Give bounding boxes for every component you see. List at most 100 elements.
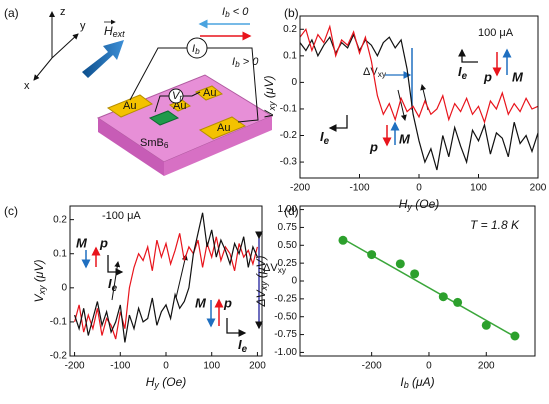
axis-label: x [24,80,30,92]
plot-frame [299,205,536,357]
text-part: xy [378,70,387,79]
annotation: p [99,235,108,250]
y-tick-label: -0.3 [280,157,298,168]
y-tick-label: 0 [291,276,297,287]
x-axis-label: Ib (μA) [400,375,434,390]
diagram: (a) z y x Hext Au Au Au Au SmB6 Ib Vt [4,6,274,176]
sample-side [164,116,272,176]
point [510,331,520,341]
x-tick-label: 0 [163,361,169,372]
text-part: I [400,375,404,389]
y-tick-label: 0.25 [278,258,298,269]
y-tick-label: 0.75 [278,222,298,233]
text-part: xy [267,101,277,112]
text-part: xy [278,266,287,275]
electrode-label: Au [123,100,136,112]
annotation: ΔVxy [263,262,287,275]
text-part: xy [37,285,47,296]
y-tick-label: 0.1 [283,50,297,61]
electrode [195,85,223,101]
text-part: I [108,276,112,291]
arrow [328,115,348,132]
annotation: Ie [238,337,248,354]
electrode-label: Au [217,122,230,134]
point [395,259,405,269]
y-tick-label: -1.00 [274,347,297,358]
x-tick-label: 0 [426,361,432,372]
field-arrow [82,40,124,78]
x-tick-label: 100 [470,183,487,194]
annotation: T = 1.8 K [470,218,520,232]
arrow [111,261,121,301]
text-part: y [406,202,412,212]
text-part: (μV) [32,260,46,286]
text-part: (μA) [409,375,435,389]
electrode [106,94,153,118]
point [367,250,377,260]
annotation: M [399,131,411,146]
data-line [299,24,539,125]
x-axis-label: Hy (Oe) [146,375,187,390]
text-part: b [225,10,230,19]
plot-frame [299,15,539,179]
annotation: Ie [320,129,330,146]
plot-frame [69,205,263,357]
current-label: Ib > 0 [232,56,259,69]
y-tick-label: -0.1 [50,317,68,328]
annotation: p [483,69,492,84]
text-part: I [232,56,235,68]
text-part: b [195,47,200,56]
y-tick-label: 0.2 [283,24,297,35]
wire [206,47,259,123]
data-line [74,233,258,340]
y-axis-label: ΔVxy (μV) [254,256,269,308]
text-part: I [192,43,195,55]
panel-label: (b) [284,6,299,20]
wire [182,91,201,97]
voltmeter-label: Vt [172,90,182,103]
x-tick-label: -100 [349,183,369,194]
text-part: e [324,136,330,147]
text-part: e [462,71,468,82]
y-tick-label: 0 [61,282,67,293]
text-part: 6 [164,141,169,150]
text-part: ΔV [363,66,378,78]
text-part: (μV) [254,256,268,282]
annotation: 100 μA [478,27,514,39]
chart: (b) -200 -100 0 100 200 -0.3 -0.2 -0.1 0 0.1 0.2 Hy … [262,6,547,212]
annotations-c: -100 μA M p Ie M p Ie ΔVxy [76,210,287,355]
x-tick-label: 200 [530,183,547,194]
source-label: Ib [192,43,200,56]
text-part: ΔV [254,289,268,307]
text-part: > 0 [240,56,260,68]
y-tick-label: 0.50 [278,240,298,251]
x-tick-label: 200 [478,361,495,372]
text-part: H [104,24,113,38]
y-tick-label: -0.50 [274,311,297,322]
axis-arrow [51,33,79,59]
x-axis-label: Hy (Oe) [399,197,440,212]
annotation: M [76,235,88,250]
x-tick-label: -200 [65,361,85,372]
chart: (d) -200 0 200 1.00 0.75 0.50 0.25 0 -0.25 -0.50 -0… [254,204,536,390]
y-tick-label: 1.00 [278,204,298,215]
arrow [107,255,124,276]
text-part: (Oe) [159,375,186,389]
current-label: Ib < 0 [222,6,249,19]
y-axis-label: Vxy (μV) [262,76,277,119]
annotation: M [195,295,207,310]
text-part: t [179,94,182,103]
text-part: H [146,375,155,389]
text-part: V [262,109,276,118]
text-part: y [153,380,159,390]
text-part: ext [113,29,126,39]
point [438,292,448,302]
sample-side [98,118,164,176]
annotation: ΔVxy [363,66,387,79]
axis-label: y [80,20,86,32]
annotation: Ie [458,64,468,81]
arrow [397,89,407,121]
text-part: I [222,6,225,18]
text-part: e [242,344,248,355]
x-tick-label: 200 [249,361,266,372]
